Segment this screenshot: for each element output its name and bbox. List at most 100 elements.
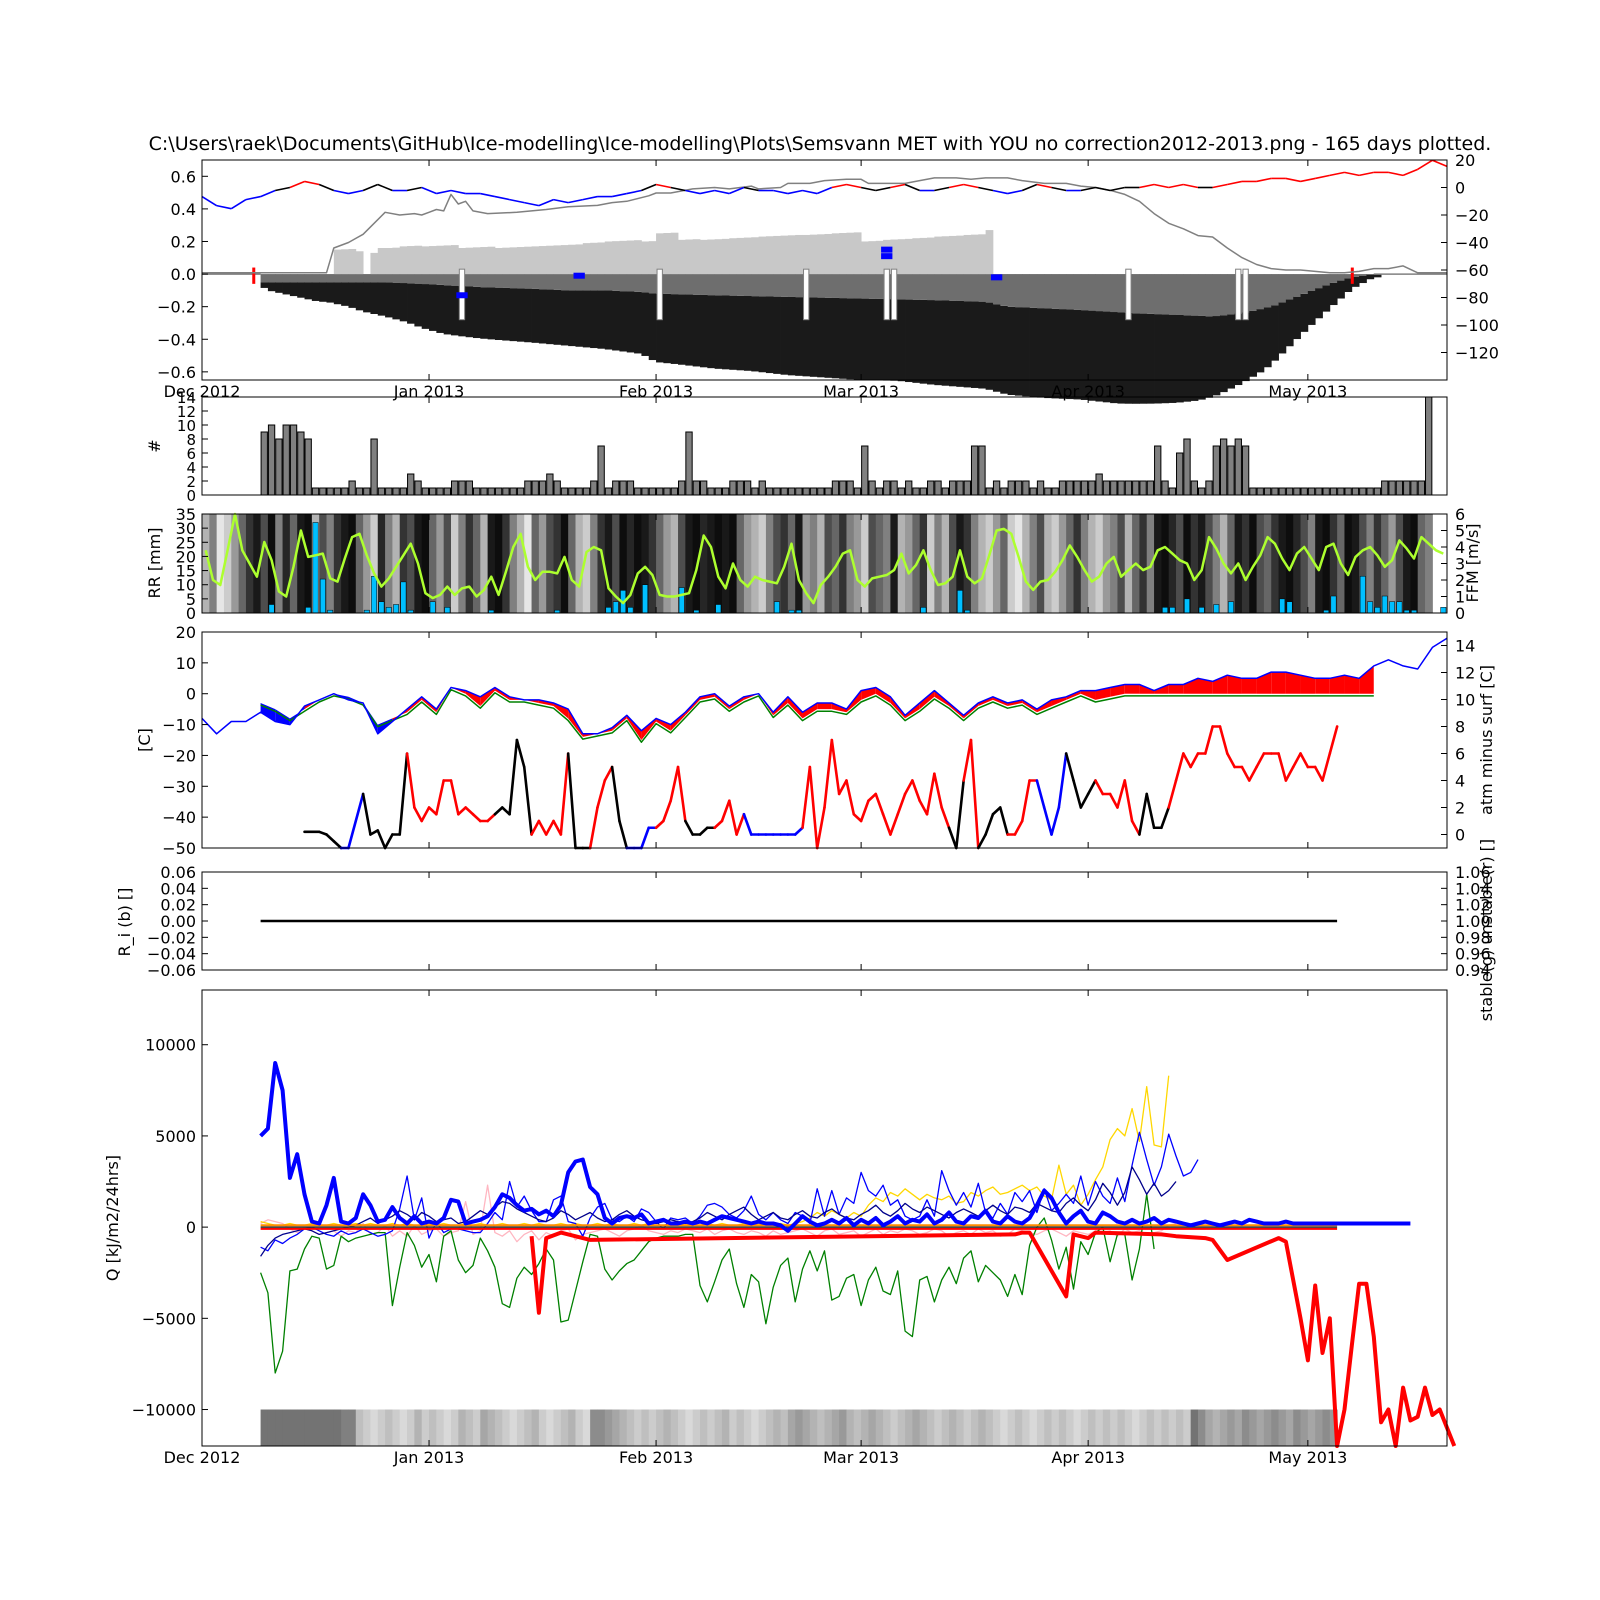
shading-band [319,1409,327,1446]
shading-band [765,1409,774,1446]
cloud-cover-band [824,514,833,613]
black-ice-bar [1212,316,1221,396]
air-temp-segment [655,183,671,189]
slush-ice-bar [897,274,906,300]
layer-count-bar [1256,487,1264,496]
shading-band [1110,1409,1118,1446]
snow-bar [355,251,364,275]
cloud-cover-band [963,514,972,613]
precip-bar [1198,607,1205,614]
atm-minus-surf-segment [669,765,680,803]
black-ice-bar [575,290,584,347]
snow-bar [458,248,467,275]
snow-bar [465,247,474,275]
snow-bar [399,246,408,275]
black-ice-bar [1315,288,1323,319]
cloud-cover-band [685,514,694,613]
atm-minus-surf-segment [1277,752,1288,782]
layer-count-bar [927,480,935,496]
layer-count-bar [407,473,415,496]
cloud-cover-band [253,514,262,613]
atm-minus-surf-segment [332,839,343,850]
black-ice-bar [451,285,459,336]
count-y-tick-label: 0 [186,487,196,505]
slush-ice-bar [1271,274,1279,306]
atm-minus-surf-segment [903,779,914,796]
layer-count-bar [612,480,620,496]
air-temp-segment [1153,183,1169,189]
ice-y2-tick-label: −60 [1455,261,1489,280]
slush-ice-bar [494,274,503,288]
shading-band [1315,1409,1323,1446]
layer-count-bar [458,480,466,496]
shading-band [260,1409,269,1446]
layer-count-bar [1307,487,1316,496]
layer-count-bar [670,487,679,496]
slush-ice-bar [472,274,481,287]
atm-minus-surf-segment [1160,806,1171,830]
precip-bar [612,601,619,614]
layer-count-bar [1300,487,1308,496]
black-ice-bar [311,282,320,301]
atm-minus-surf-segment [566,752,577,850]
shading-band [451,1409,459,1446]
black-ice-bar [363,282,371,313]
slush-ice-bar [451,274,459,286]
black-ice-bar [1139,313,1148,404]
black-ice-bar [839,298,847,379]
slush-ice-bar [985,274,994,303]
cloud-cover-band [941,514,950,613]
layer-count-bar [429,487,437,496]
layer-count-bar [883,480,891,496]
snow-bar [451,245,459,275]
temp-difference-fill [1198,678,1213,694]
shading-band [919,1409,928,1446]
precip-bar [1169,607,1176,614]
count-y-tick-label: 6 [186,445,196,463]
shading-band [868,1409,877,1446]
layer-count-bar [795,487,803,496]
ri-y-tick-label: 0.00 [160,912,196,931]
black-ice-bar [429,284,437,331]
black-ice-bar [736,295,745,371]
shading-band [626,1409,635,1446]
layer-count-bar [1110,480,1118,496]
air-temp-segment [480,192,496,198]
black-ice-bar [1219,315,1228,393]
snow-bar [524,246,532,275]
cloud-cover-band [1315,514,1323,613]
layer-count-bar [443,487,452,496]
black-ice-bar [1080,310,1089,400]
layer-count-bar [531,480,539,496]
cloud-cover-band [348,514,357,613]
shading-band [465,1409,474,1446]
slush-ice-bar [758,274,767,297]
shading-band [1293,1409,1302,1446]
cloud-cover-band [641,514,650,613]
atm-minus-surf-segment [698,826,709,836]
layer-count-bar [1351,487,1360,496]
temp-y2-tick-label: 6 [1455,745,1465,764]
temp-difference-fill [1124,684,1140,694]
slush-ice-bar [568,274,576,291]
temp-difference-fill [919,690,935,710]
atm-minus-surf-segment [727,799,738,836]
atm-minus-surf-segment [486,812,497,823]
ice-y-tick-label: 0.0 [171,265,196,284]
layer-count-bar [465,480,473,496]
slush-ice-bar [392,274,401,283]
ice-snow-panel: 0.6 0.4 0.2 0.0 −0.2 −0.4 −0.6 20 0 −20 −40 −60 −80 −… [157,151,1499,404]
layer-count-bar [897,487,906,496]
blue-marker [456,292,468,299]
shading-band [1117,1409,1126,1446]
gap-marker [883,268,890,321]
black-ice-bar [582,290,591,348]
ice-y-tick-label: −0.2 [157,298,196,317]
precip-bar [1440,607,1447,614]
cloud-cover-band [1095,514,1104,613]
black-ice-bar [531,288,540,343]
cloud-cover-band [1278,514,1287,613]
ice-y-tick-label: −0.4 [157,330,196,349]
black-ice-bar [743,295,752,371]
